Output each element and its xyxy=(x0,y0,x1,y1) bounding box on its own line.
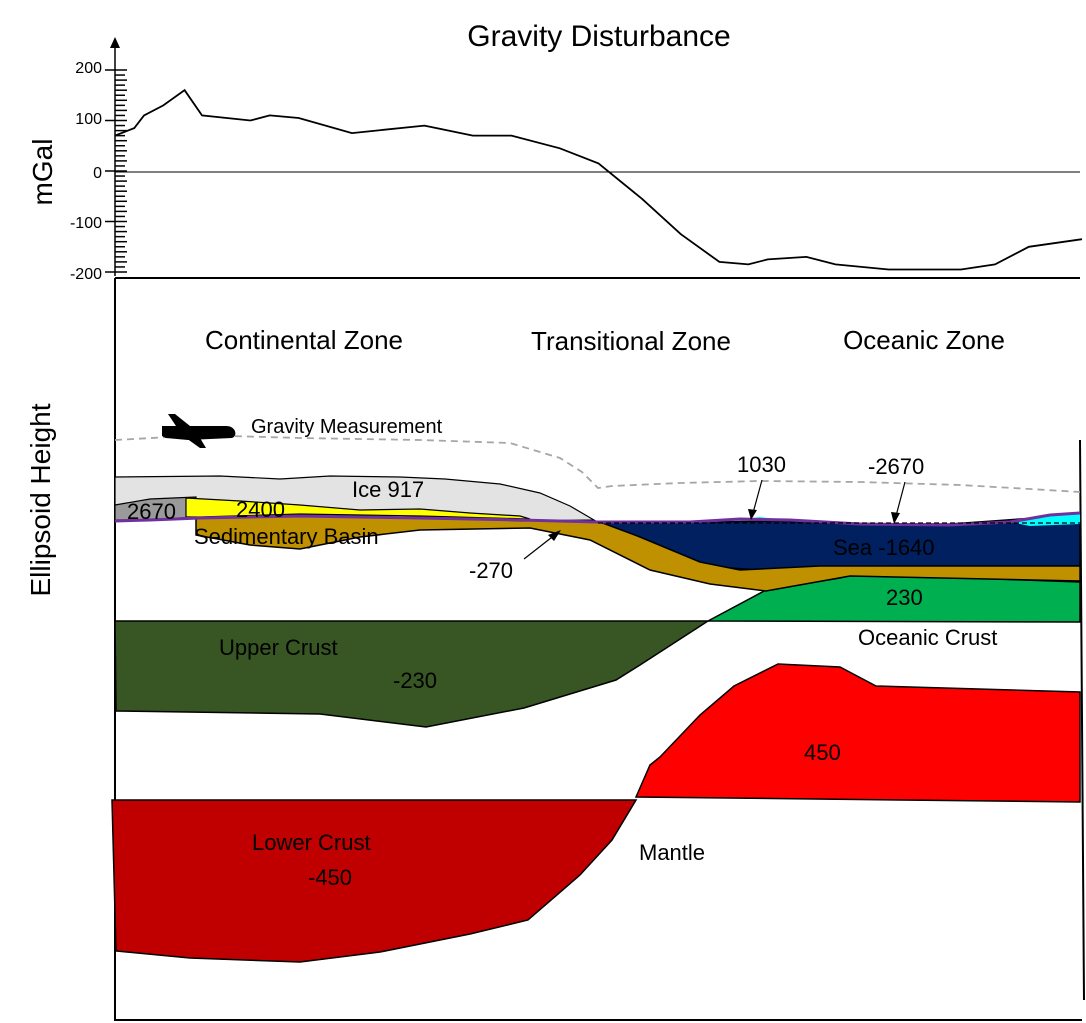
oceanic-zone-label: Oceanic Zone xyxy=(843,325,1005,355)
mantle-label: Mantle xyxy=(639,840,705,865)
upper-crust-value: -230 xyxy=(393,668,437,693)
y-axis-arrowhead xyxy=(110,37,120,48)
sea-surface-pointer-arrow-b xyxy=(895,481,906,517)
upper-crust-body xyxy=(114,620,711,728)
gravity-disturbance-line xyxy=(114,88,1083,271)
gravity-measurement-label: Gravity Measurement xyxy=(251,416,443,438)
profile-tick-label-0: 0 xyxy=(93,165,102,182)
sea-label: Sea -1640 xyxy=(833,535,935,560)
ice-label: Ice 917 xyxy=(352,477,424,502)
sea-surface-pointer-arrowhead-b xyxy=(891,512,900,524)
upper-crust-label: Upper Crust xyxy=(219,635,338,660)
airplane-icon xyxy=(162,414,236,448)
lower-crust-body xyxy=(111,799,638,963)
oceanic-crust-label: Oceanic Crust xyxy=(858,625,997,650)
yellow-basin-label: 2400 xyxy=(236,497,285,522)
sedimentary-basin-label: Sedimentary Basin xyxy=(194,524,379,549)
gray-block-label: 2670 xyxy=(127,499,176,524)
y-axis-major-ticks xyxy=(105,69,127,273)
profile-tick-label-100: 100 xyxy=(75,111,102,128)
sea-surface-pointer-arrowhead-a xyxy=(748,509,757,520)
profile-y-axis-label: mGal xyxy=(27,139,58,206)
gravity-profile-panel: 200 100 0 -100 -200 mGal xyxy=(27,37,1083,283)
sediment-pointer-arrow xyxy=(523,533,557,560)
transitional-zone-label: Transitional Zone xyxy=(531,326,731,356)
sediment-pointer-arrowhead xyxy=(548,530,561,541)
section-y-axis-label: Ellipsoid Height xyxy=(25,403,56,596)
mantle-anomaly-body xyxy=(634,663,1081,803)
lower-crust-label: Lower Crust xyxy=(252,830,371,855)
flight-path-line xyxy=(114,435,1081,493)
lower-crust-value: -450 xyxy=(308,865,352,890)
cross-section-panel: Continental Zone Transitional Zone Ocean… xyxy=(25,277,1085,1021)
profile-tick-label-minus-100: -100 xyxy=(70,215,102,232)
surface-water xyxy=(730,512,1080,526)
sediment-value-label: -270 xyxy=(469,558,513,583)
continental-zone-label: Continental Zone xyxy=(205,325,403,355)
sea-surface-label-b: -2670 xyxy=(868,454,924,479)
figure-title: Gravity Disturbance xyxy=(467,20,730,53)
mantle-anomaly-value: 450 xyxy=(804,740,841,765)
y-axis-minor-ticks xyxy=(115,74,127,268)
profile-tick-label-minus-200: -200 xyxy=(70,266,102,283)
sea-surface-pointer-arrow-a xyxy=(752,479,763,514)
profile-tick-label-200: 200 xyxy=(75,60,102,77)
sea-surface-label-a: 1030 xyxy=(737,452,786,477)
oceanic-crust-value: 230 xyxy=(886,585,923,610)
